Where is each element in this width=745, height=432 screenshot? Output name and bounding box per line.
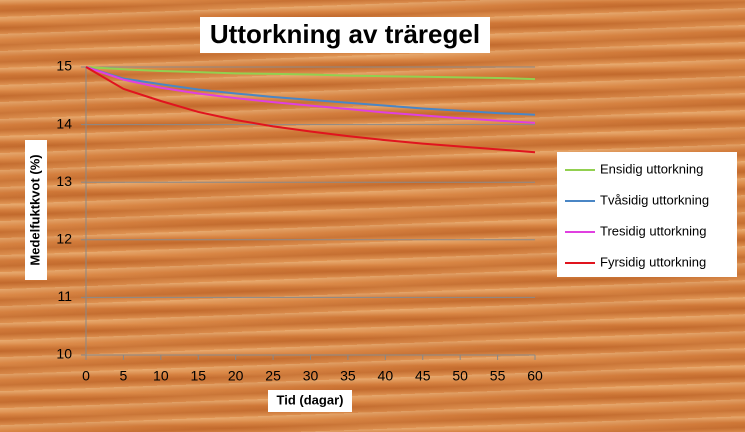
x-tick-label: 60 <box>527 368 543 384</box>
y-axis-label: Medelfuktkvot (%) <box>27 154 42 265</box>
x-tick-label: 35 <box>340 368 356 384</box>
legend-label: Tresidig uttorkning <box>600 223 706 238</box>
y-tick-label: 10 <box>56 346 72 362</box>
x-tick-label: 25 <box>265 368 281 384</box>
x-tick-label: 0 <box>82 368 90 384</box>
x-tick-label: 30 <box>303 368 319 384</box>
y-tick-label: 14 <box>56 115 72 131</box>
legend-label: Ensidig uttorkning <box>600 161 703 176</box>
y-tick-label: 12 <box>56 231 72 247</box>
x-tick-label: 40 <box>378 368 394 384</box>
y-tick-label: 13 <box>56 173 72 189</box>
x-tick-label: 20 <box>228 368 244 384</box>
x-axis-label: Tid (dagar) <box>277 392 344 407</box>
series-line <box>85 66 536 116</box>
legend-label: Tvåsidig uttorkning <box>600 192 709 207</box>
x-tick-label: 45 <box>415 368 431 384</box>
series-line <box>85 66 536 81</box>
y-tick-label: 15 <box>56 58 72 74</box>
x-tick-label: 10 <box>153 368 169 384</box>
y-label-box <box>25 140 47 280</box>
series-line <box>85 66 536 154</box>
series-line <box>85 66 536 124</box>
x-tick-label: 5 <box>120 368 128 384</box>
y-tick-label: 11 <box>57 288 72 304</box>
x-tick-label: 50 <box>452 368 468 384</box>
x-tick-label: 55 <box>490 368 506 384</box>
legend-label: Fyrsidig uttorkning <box>600 254 706 269</box>
title-box <box>200 17 490 53</box>
chart-title: Uttorkning av träregel <box>210 19 480 49</box>
x-label-box <box>268 390 352 412</box>
x-tick-label: 15 <box>190 368 206 384</box>
legend-box <box>557 152 737 277</box>
